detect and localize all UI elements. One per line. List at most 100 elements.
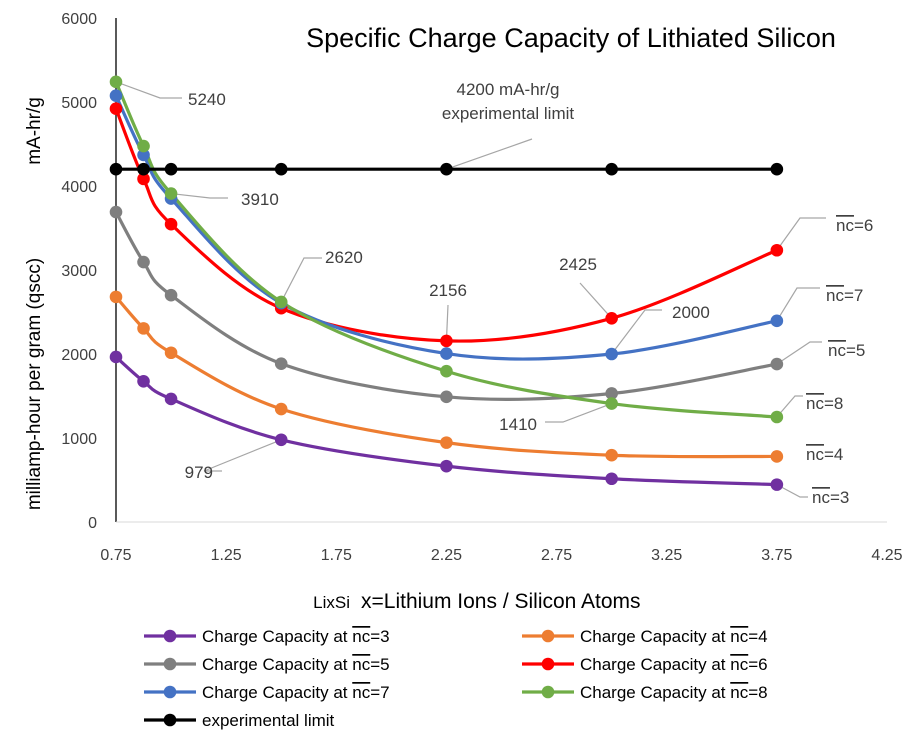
series-end-label-over: nc: [836, 216, 854, 235]
data-point: [605, 162, 618, 176]
data-point: [274, 162, 288, 176]
data-point: [770, 243, 784, 257]
data-point: [164, 187, 178, 200]
legend-label-prefix: Charge Capacity at: [580, 627, 730, 646]
series-end-leader-line: [776, 217, 826, 251]
series-end-label-suffix: =8: [824, 394, 843, 413]
series-end-label-suffix: =3: [830, 488, 849, 507]
series-end-label: nc=8: [806, 394, 843, 413]
data-point: [109, 162, 123, 176]
series-end-leader-line: [776, 341, 822, 365]
data-point: [137, 148, 150, 162]
data-point: [274, 433, 288, 447]
legend-label-prefix: Charge Capacity at: [580, 683, 730, 702]
x-tick-label: 3.75: [761, 547, 792, 564]
annotation-leader-line: [203, 439, 282, 472]
legend-label-suffix: =6: [748, 655, 767, 674]
data-point: [137, 162, 150, 176]
legend-label-suffix: =7: [370, 683, 389, 702]
y-tick-label: 6000: [61, 11, 97, 28]
legend-label-suffix: =4: [748, 627, 767, 646]
series-end-label: nc=7: [826, 286, 863, 305]
series-end-label-over: nc: [828, 341, 846, 360]
y-tick-label: 3000: [61, 263, 97, 280]
data-point: [137, 322, 150, 335]
annotation-leader-line: [280, 257, 322, 303]
annotation-label: 4200 mA-hr/g: [457, 80, 560, 99]
data-point: [440, 347, 453, 360]
axes: 0.75 1.25 1.75 2.25 2.75 3.25 3.75 4.25 0 1000 200…: [61, 11, 902, 564]
x-tick-label: 1.75: [321, 547, 352, 564]
legend-label-prefix: Charge Capacity at: [580, 655, 730, 674]
callout-lines: [115, 81, 826, 498]
data-point: [109, 102, 123, 116]
y-tick-label: 1000: [61, 431, 97, 448]
legend-label-over: nc: [730, 683, 748, 702]
data-point: [770, 410, 784, 424]
annotation-label: 979: [185, 463, 213, 482]
x-tick-label: 2.25: [431, 547, 462, 564]
series-end-label-suffix: =4: [824, 445, 843, 464]
data-point: [137, 172, 150, 186]
data-point: [605, 448, 618, 462]
series-end-leader-line: [776, 484, 808, 498]
data-point: [440, 334, 453, 348]
chart-title: Specific Charge Capacity of Lithiated Si…: [306, 23, 836, 53]
legend-label-over: nc: [352, 627, 370, 646]
legend-swatch-marker: [541, 629, 555, 643]
data-point: [605, 312, 618, 325]
x-axis-label: x=Lithium Ions / Silicon Atoms: [361, 590, 641, 613]
series-end-leader-line: [776, 395, 803, 418]
legend-label-over: nc: [730, 627, 748, 646]
data-point: [605, 397, 618, 410]
data-point: [770, 357, 784, 371]
series-end-label-suffix: =7: [844, 286, 863, 305]
series-end-label: nc=3: [812, 488, 849, 507]
data-point: [109, 75, 123, 89]
data-point: [274, 402, 288, 416]
series-end-label-suffix: =6: [854, 216, 873, 235]
series-end-label: nc=5: [828, 341, 865, 360]
series-line: [114, 355, 777, 487]
x-tick-label: 1.25: [211, 547, 242, 564]
data-point: [770, 450, 784, 463]
legend-label: Charge Capacity at nc=7: [202, 683, 390, 702]
legend-label-suffix: =8: [748, 683, 767, 702]
y-tick-label: 2000: [61, 347, 97, 364]
data-point: [109, 290, 123, 304]
data-point: [164, 346, 178, 360]
legend-label: experimental limit: [202, 711, 335, 730]
series-end-label: nc=6: [836, 216, 873, 235]
annotation-label: 2000: [672, 303, 710, 322]
legend-swatch-marker: [163, 713, 177, 727]
x-axis-formula: LixSi: [313, 593, 350, 612]
annotation-label: 5240: [188, 90, 226, 109]
data-point: [109, 89, 123, 102]
annotation-label: 1410: [499, 415, 537, 434]
y-tick-label: 5000: [61, 95, 97, 112]
series-line: [114, 295, 777, 459]
series-end-label-over: nc: [806, 445, 824, 464]
annotation-leader-line: [171, 192, 228, 199]
legend-label: Charge Capacity at nc=5: [202, 655, 390, 674]
x-tick-label: 2.75: [541, 547, 572, 564]
annotation-leader-line: [579, 282, 613, 319]
x-tick-label: 3.25: [651, 547, 682, 564]
legend-label-over: nc: [352, 655, 370, 674]
data-point: [137, 375, 150, 388]
series-end-label-suffix: =5: [846, 341, 865, 360]
data-point: [109, 350, 123, 364]
legend-label: Charge Capacity at nc=4: [580, 627, 768, 646]
legend-label-suffix: =5: [370, 655, 389, 674]
series-end-leader-line: [776, 287, 820, 322]
data-point: [440, 459, 453, 473]
annotation-leader-line: [115, 81, 182, 99]
data-point: [164, 288, 178, 302]
data-point: [164, 392, 178, 406]
x-tick-label: 0.75: [100, 547, 131, 564]
series-end-label: nc=4: [806, 445, 843, 464]
legend-label-over: nc: [352, 683, 370, 702]
labels: Specific Charge Capacity of Lithiated Si…: [24, 23, 873, 613]
legend-swatch-marker: [541, 657, 555, 671]
